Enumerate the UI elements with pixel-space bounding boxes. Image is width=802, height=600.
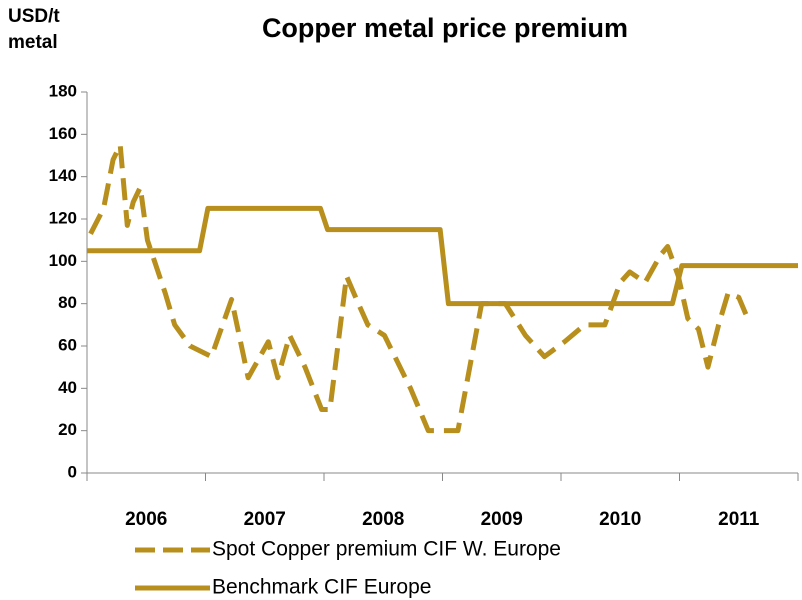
y-tick-label: 160 (49, 124, 77, 143)
y-tick-label: 80 (58, 293, 77, 312)
x-tick-label: 2011 (718, 509, 760, 530)
y-tick-label: 20 (58, 420, 77, 439)
x-tick-label: 2007 (244, 509, 286, 530)
line-series (88, 142, 749, 434)
y-tick-label: 0 (68, 462, 77, 481)
y-tick-label: 180 (49, 81, 77, 100)
line-series (87, 205, 798, 307)
x-tick-label: 2009 (481, 509, 523, 530)
x-tick-label: 2010 (599, 509, 641, 530)
legend-label: Benchmark CIF Europe (212, 576, 431, 599)
y-tick-label: 140 (49, 166, 77, 185)
y-axis-label: USD/t metal (8, 6, 60, 53)
y-tick-label: 60 (58, 335, 77, 354)
legend-label: Spot Copper premium CIF W. Europe (212, 538, 561, 561)
y-tick-label: 120 (49, 208, 77, 227)
x-tick-label: 2006 (125, 509, 167, 530)
y-tick-label: 40 (58, 378, 77, 397)
chart-title: Copper metal price premium (262, 13, 628, 43)
y-tick-label: 100 (49, 251, 77, 270)
x-tick-label: 2008 (362, 509, 404, 530)
